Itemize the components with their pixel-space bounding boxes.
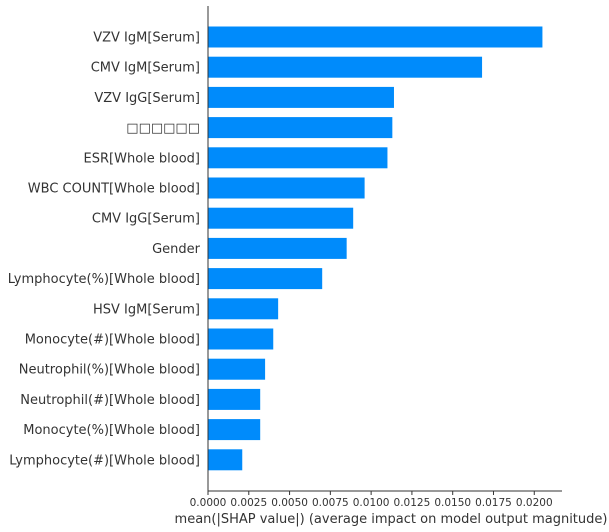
category-label: Gender [152, 242, 201, 257]
x-tick-label: 0.0175 [475, 497, 512, 509]
category-label: Lymphocyte(%)[Whole blood] [8, 272, 200, 287]
bar [208, 117, 393, 139]
bar [208, 237, 347, 259]
bar [208, 449, 243, 471]
bar [208, 419, 261, 441]
bar [208, 147, 388, 169]
x-ticks-group: 0.0000 0.0025 0.0050 0.0075 0.0100 0.0125 0.01… [190, 491, 553, 509]
category-label: Neutrophil(%)[Whole blood] [19, 363, 200, 378]
category-label: HSV IgM[Serum] [93, 302, 200, 317]
x-tick-label: 0.0050 [271, 497, 308, 509]
category-label: Neutrophil(#)[Whole blood] [20, 393, 200, 408]
bar [208, 207, 354, 229]
category-label: VZV IgG[Serum] [94, 91, 200, 106]
category-labels: VZV IgM[Serum] CMV IgM[Serum] VZV IgG[Seru… [8, 31, 201, 469]
category-label: VZV IgM[Serum] [93, 31, 200, 46]
category-label: Lymphocyte(#)[Whole blood] [9, 453, 200, 468]
category-label: CMV IgG[Serum] [92, 212, 200, 227]
bar [208, 26, 543, 48]
bar [208, 388, 261, 410]
category-label: CMV IgM[Serum] [91, 61, 200, 76]
bar [208, 358, 266, 380]
category-label: Monocyte(#)[Whole blood] [25, 333, 200, 348]
x-tick-label: 0.0100 [353, 497, 390, 509]
category-label: WBC COUNT[Whole blood] [28, 182, 200, 197]
x-tick-label: 0.0200 [516, 497, 553, 509]
bar [208, 177, 365, 199]
x-axis-title: mean(|SHAP value|) (average impact on mo… [175, 512, 608, 527]
category-label: ESR[Whole blood] [84, 151, 200, 166]
bar [208, 298, 279, 320]
category-label: Monocyte(%)[Whole blood] [23, 423, 200, 438]
x-tick-label: 0.0000 [190, 497, 227, 509]
bar [208, 56, 483, 78]
x-tick-label: 0.0125 [394, 497, 431, 509]
bar [208, 86, 394, 108]
x-tick-label: 0.0075 [312, 497, 349, 509]
bars-group [208, 26, 543, 471]
x-tick-label: 0.0025 [230, 497, 267, 509]
category-label: □□□□□□ [126, 121, 200, 136]
bar [208, 268, 323, 290]
x-tick-label: 0.0150 [434, 497, 471, 509]
bar [208, 328, 274, 350]
